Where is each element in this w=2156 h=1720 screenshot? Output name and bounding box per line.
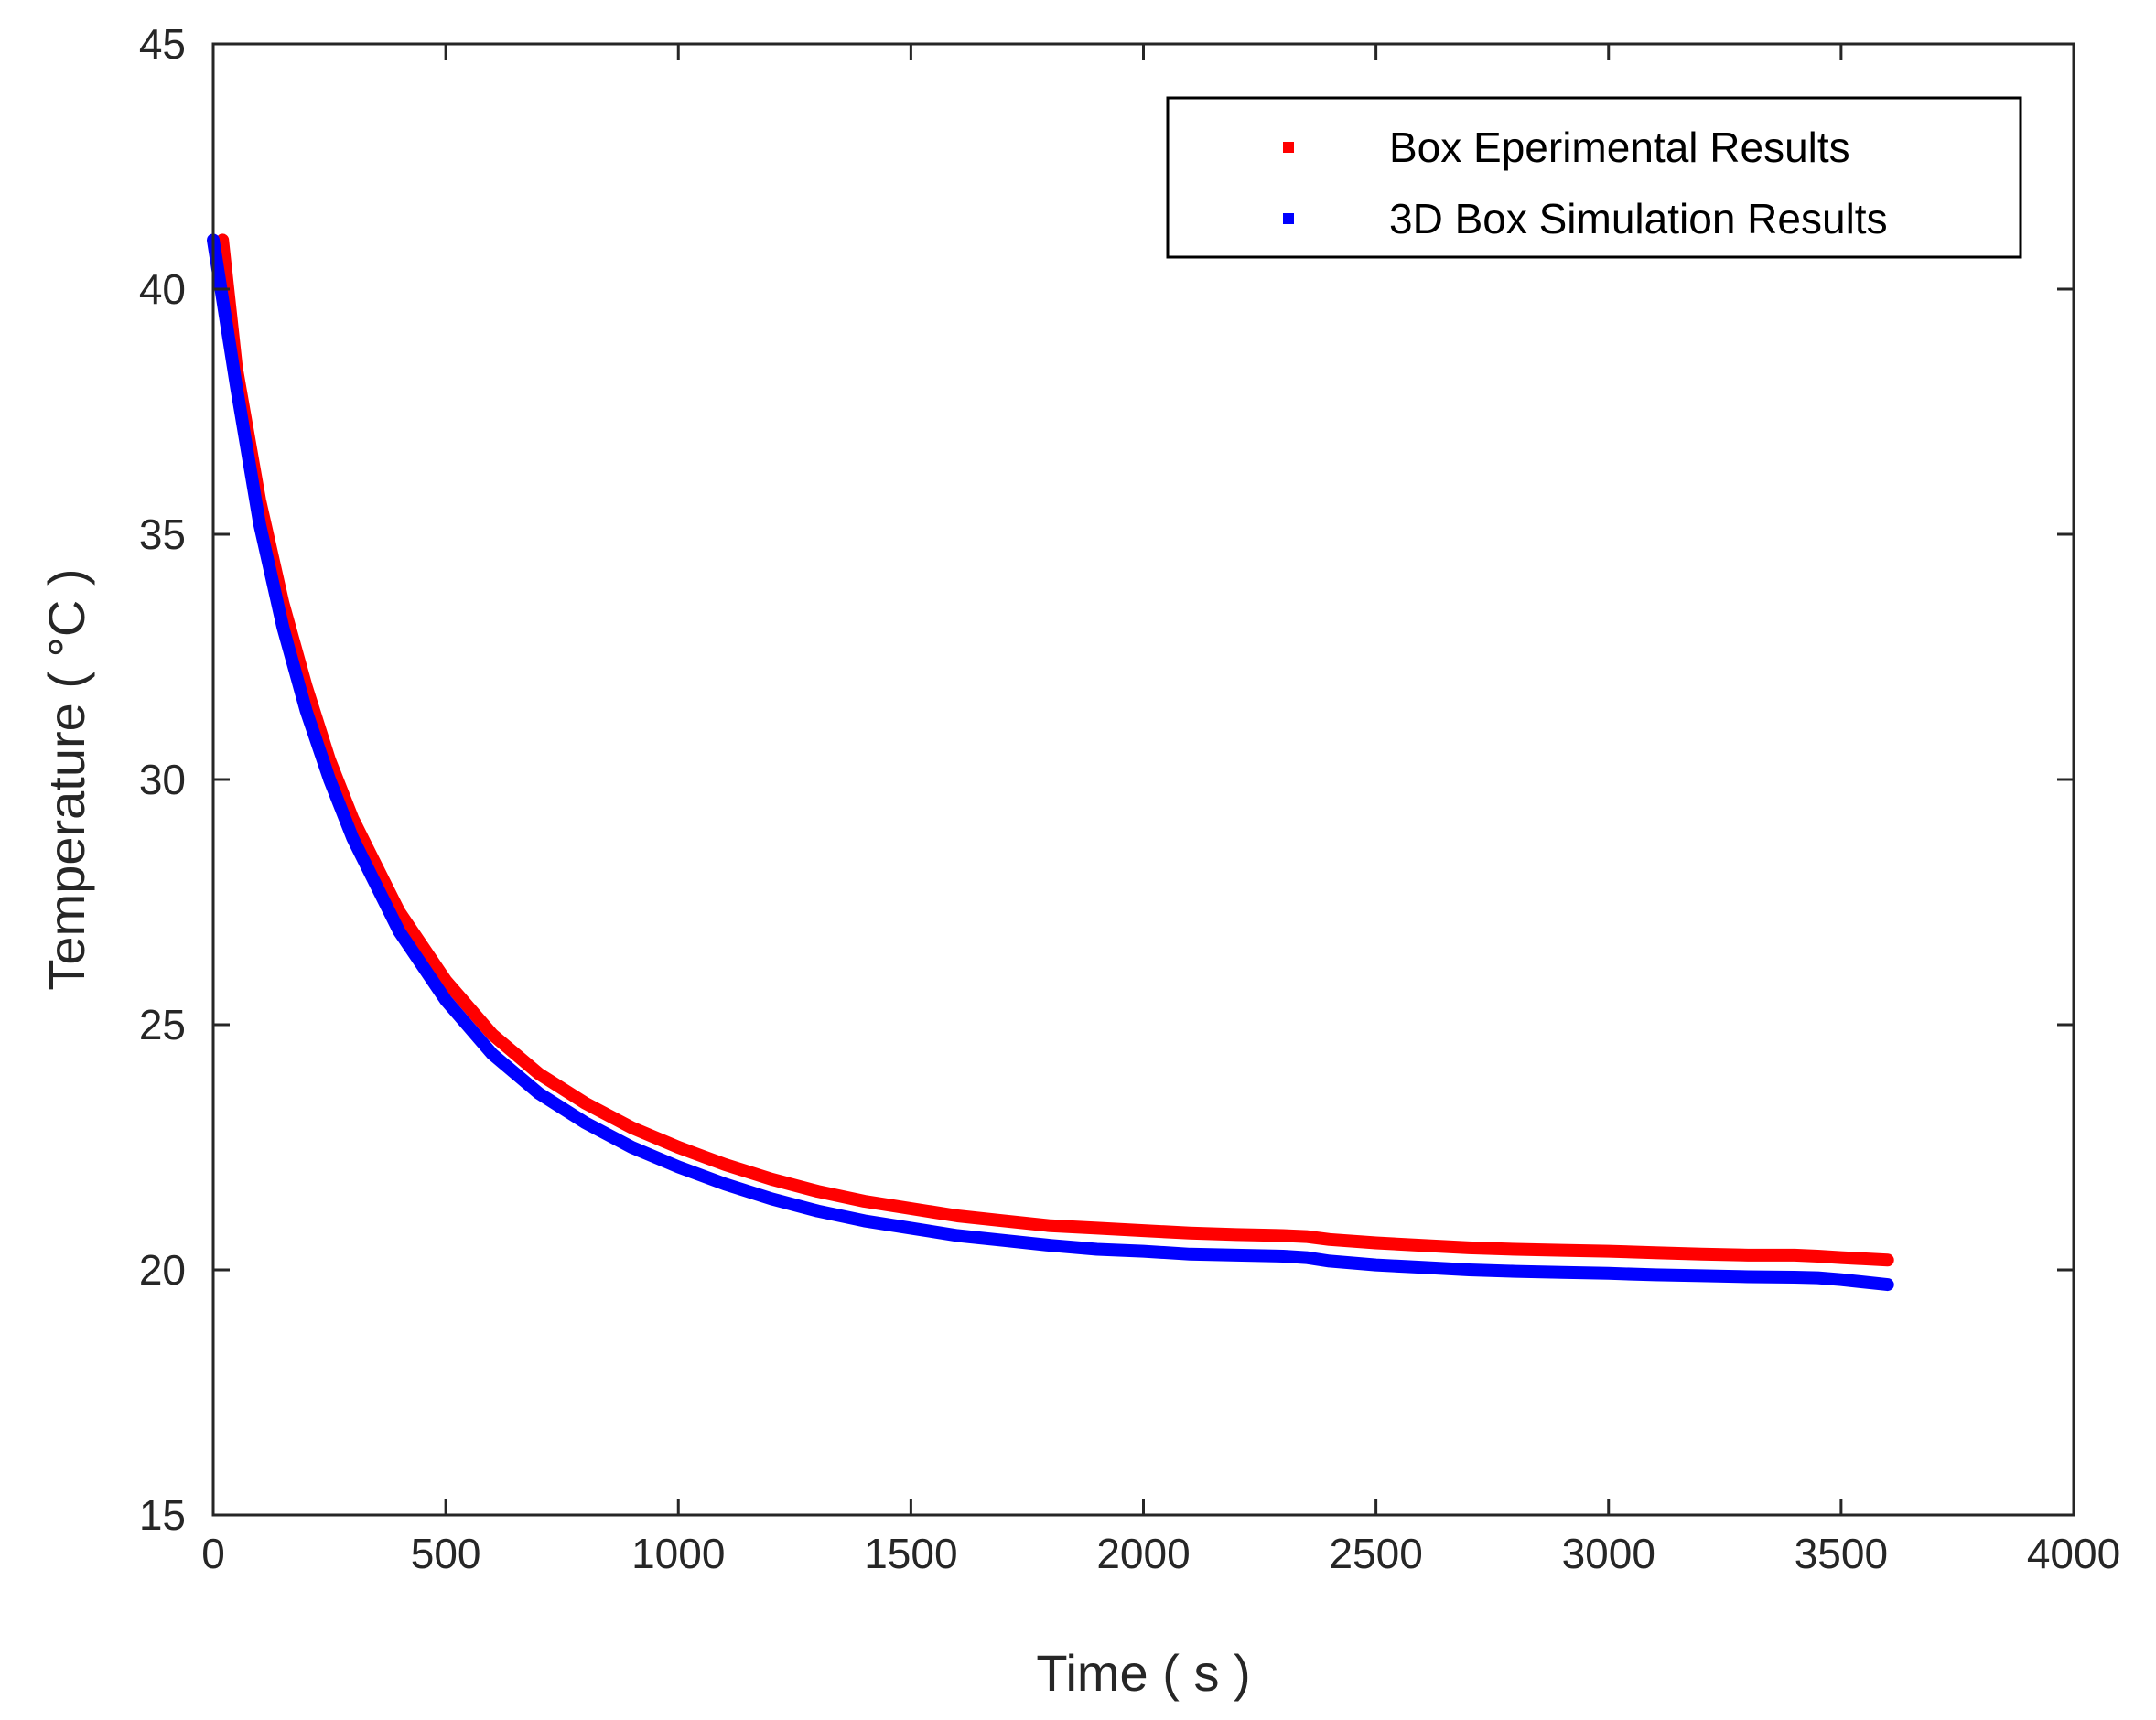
series-layer [207,233,1894,1292]
series-line-3d-simulation [207,233,1894,1292]
legend-marker-3d-simulation [1283,213,1294,224]
legend-label-box-experimental: Box Eperimental Results [1389,124,1850,171]
y-tick-label: 35 [139,511,186,558]
x-tick-label: 3000 [1562,1530,1655,1577]
x-tick-label: 1000 [631,1530,725,1577]
legend: Box Eperimental Results 3D Box Simulatio… [1166,96,2022,259]
legend-marker-box-experimental [1283,142,1294,153]
x-tick-label: 1500 [864,1530,957,1577]
series-line-box-experimental [216,233,1894,1267]
x-tick-label: 2000 [1096,1530,1190,1577]
x-tick-label: 2500 [1329,1530,1422,1577]
legend-box [1166,96,2022,259]
x-tick-label: 500 [411,1530,481,1577]
x-tick-label: 0 [201,1530,225,1577]
y-tick-label: 45 [139,20,186,68]
x-axis-title: Time ( s ) [1036,1644,1250,1702]
x-tick-label: 4000 [2027,1530,2120,1577]
ticks-layer: 0 500 1000 1500 2000 2500 3000 3500 4000 15 20 25 30… [139,20,2120,1577]
y-tick-label: 40 [139,265,186,313]
y-tick-label: 30 [139,756,186,803]
y-tick-label: 20 [139,1246,186,1294]
x-tick-label: 3500 [1795,1530,1888,1577]
legend-label-3d-simulation: 3D Box Simulation Results [1389,195,1888,242]
y-tick-label: 25 [139,1001,186,1048]
y-tick-label: 15 [139,1491,186,1539]
y-axis-title: Temperature ( °C ) [38,568,95,990]
